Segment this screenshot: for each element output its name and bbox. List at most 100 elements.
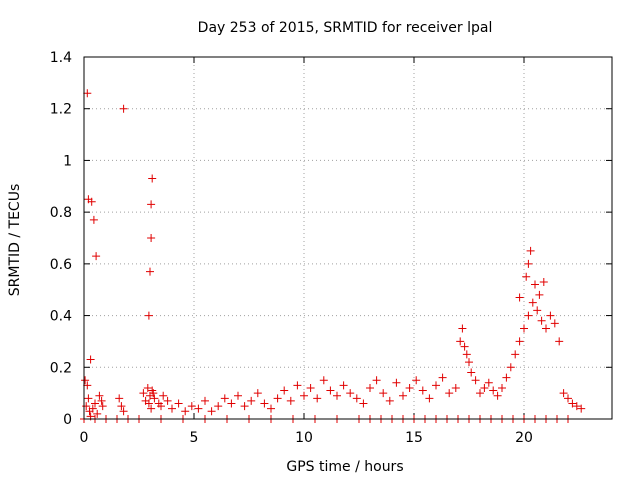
data-point — [84, 394, 93, 403]
data-point — [451, 383, 460, 392]
data-point — [163, 396, 172, 405]
data-point — [537, 316, 546, 325]
data-point — [462, 350, 471, 359]
data-point — [207, 407, 216, 416]
data-point — [550, 319, 559, 328]
data-point — [520, 324, 528, 333]
data-point — [181, 407, 190, 416]
data-point — [542, 324, 550, 333]
data-point — [174, 399, 183, 408]
data-point — [306, 383, 315, 392]
data-point — [119, 407, 128, 416]
data-point — [148, 174, 157, 183]
data-point — [412, 376, 421, 385]
data-point — [366, 383, 374, 392]
data-point — [240, 402, 249, 411]
data-point — [399, 391, 407, 400]
data-point — [88, 404, 97, 413]
data-point — [267, 404, 275, 413]
data-point — [214, 402, 223, 411]
data-point — [227, 399, 236, 408]
data-point — [293, 381, 302, 390]
data-point — [147, 200, 156, 209]
data-point — [458, 324, 467, 333]
data-point — [559, 389, 568, 398]
data-point — [159, 391, 168, 400]
data-point — [539, 277, 548, 286]
y-tick-label: 0.2 — [50, 360, 72, 376]
ticks — [83, 56, 612, 420]
data-point — [87, 197, 96, 206]
x-tick-label: 0 — [80, 430, 89, 446]
data-point — [515, 337, 524, 346]
data-point — [86, 355, 95, 364]
data-point — [493, 391, 502, 400]
x-axis-label: GPS time / hours — [286, 459, 403, 475]
data-point — [286, 396, 295, 405]
data-point — [187, 402, 196, 411]
data-point — [484, 378, 493, 387]
data-point — [339, 381, 348, 390]
data-point — [168, 404, 176, 413]
data-point — [144, 399, 153, 408]
data-point — [456, 337, 465, 346]
data-point — [515, 293, 524, 302]
data-point — [352, 394, 361, 403]
data-point — [83, 89, 92, 98]
y-tick-label: 1.2 — [50, 102, 72, 118]
data-point — [476, 389, 484, 398]
data-point — [247, 396, 256, 405]
plot-frame — [83, 56, 613, 420]
x-tick-label: 5 — [190, 430, 199, 446]
data-point — [93, 409, 102, 418]
y-tick-label: 0.6 — [50, 257, 72, 273]
data-point — [359, 399, 368, 408]
data-point — [572, 402, 581, 411]
data-point — [524, 259, 533, 268]
data-point — [149, 389, 158, 398]
data-point — [379, 389, 388, 398]
data-point — [280, 386, 289, 395]
data-point — [460, 342, 469, 351]
y-tick-label: 0.8 — [50, 205, 72, 221]
data-point — [333, 391, 341, 400]
data-point — [194, 404, 203, 413]
data-point — [405, 383, 414, 392]
data-point — [319, 376, 328, 385]
data-point — [346, 389, 355, 398]
x-tick-label: 15 — [405, 430, 423, 446]
data-point — [506, 363, 515, 372]
data-point — [147, 404, 156, 413]
data-point — [81, 376, 90, 385]
series-srmtid — [81, 298, 586, 421]
x-tick-label: 10 — [295, 430, 313, 446]
data-point — [528, 298, 537, 307]
data-point — [144, 311, 153, 320]
data-point — [157, 402, 165, 411]
data-point — [531, 280, 539, 289]
data-point — [220, 394, 229, 403]
data-point — [392, 378, 401, 387]
data-point — [150, 394, 159, 403]
data-point — [98, 402, 107, 411]
data-point — [119, 104, 128, 113]
data-point — [418, 386, 427, 395]
data-point — [524, 311, 533, 320]
data-point — [117, 402, 126, 411]
data-point — [143, 383, 152, 392]
data-point — [438, 373, 447, 382]
data-point — [577, 404, 586, 413]
y-tick-label: 1 — [63, 153, 72, 169]
data-point — [95, 391, 104, 400]
data-point — [92, 252, 101, 261]
data-point — [139, 389, 148, 398]
chart-title: Day 253 of 2015, SRMTID for receiver lpa… — [198, 20, 493, 36]
data-point — [273, 394, 282, 403]
data-point — [313, 394, 322, 403]
data-point — [546, 311, 555, 320]
data-point — [465, 358, 473, 367]
data-point — [533, 306, 542, 315]
data-point — [253, 389, 262, 398]
y-tick-label: 0 — [63, 412, 72, 428]
